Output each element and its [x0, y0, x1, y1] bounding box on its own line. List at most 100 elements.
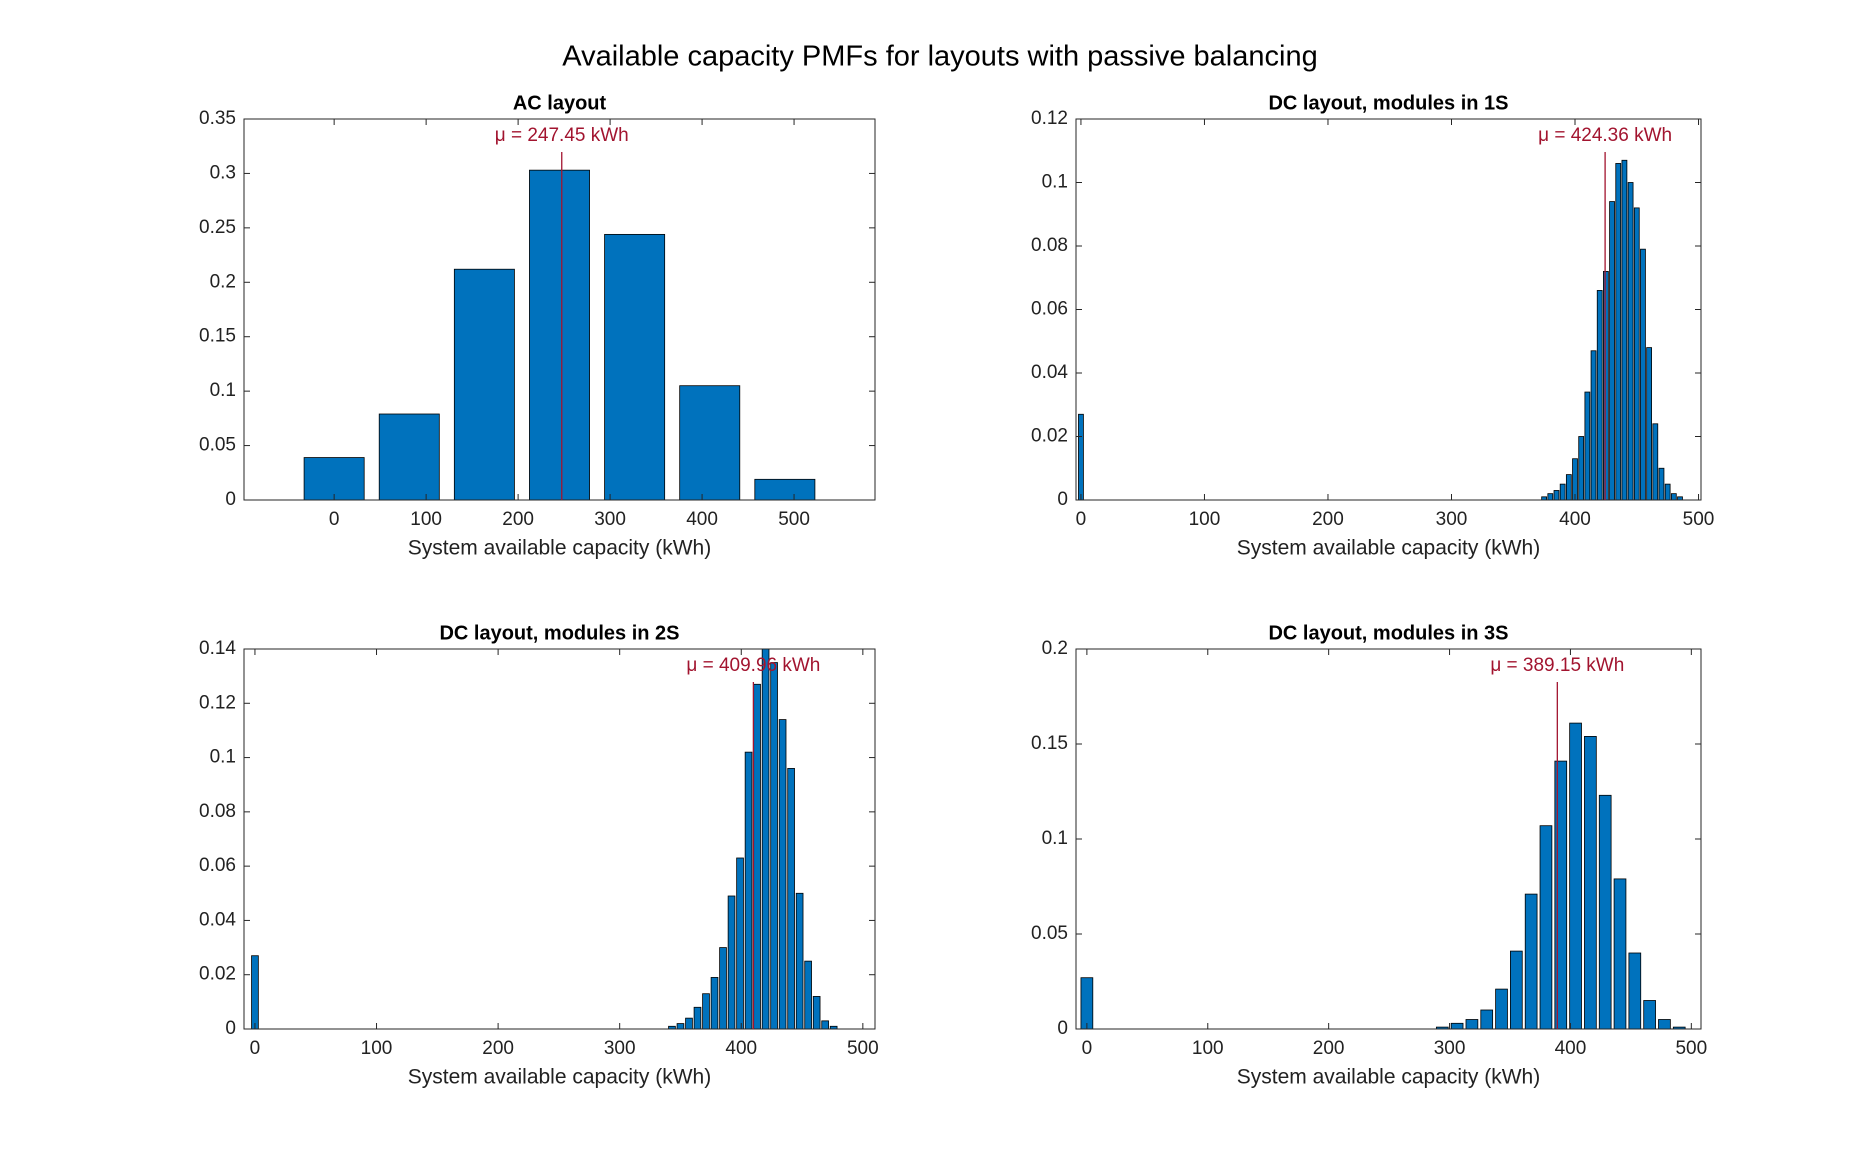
x-tick-label: 100 [361, 1038, 393, 1059]
bar [1633, 207, 1640, 501]
bar [1640, 248, 1646, 501]
x-tick-label: 200 [482, 1038, 514, 1059]
bar [1621, 159, 1628, 501]
bar [1080, 977, 1094, 1030]
bar [1628, 952, 1642, 1030]
y-tick-label: 0.2 [1042, 638, 1068, 659]
x-tick-label: 300 [594, 509, 626, 530]
y-tick-label: 0.15 [1031, 733, 1068, 754]
y-tick-label: 0.06 [199, 855, 236, 876]
axes-box [1075, 118, 1702, 501]
bar [702, 993, 710, 1030]
x-axis-label: System available capacity (kWh) [408, 537, 711, 560]
x-tick-label: 500 [778, 509, 810, 530]
plot-area [1076, 649, 1701, 1029]
bar [1553, 490, 1560, 501]
bar [1554, 760, 1568, 1030]
bar [754, 478, 816, 501]
x-tick-label: 100 [1192, 1038, 1224, 1059]
bar [787, 768, 795, 1030]
y-tick-label: 0.1 [1042, 828, 1068, 849]
bar [1565, 474, 1572, 501]
y-tick-label: 0.3 [210, 162, 236, 183]
bar [1670, 493, 1677, 501]
x-tick-label: 300 [1436, 509, 1468, 530]
bar [1450, 1022, 1464, 1030]
bar [1569, 722, 1582, 1030]
bar [676, 1023, 685, 1030]
axes-box [1075, 648, 1702, 1030]
bar [812, 996, 821, 1030]
bar [795, 892, 804, 1030]
y-tick-label: 0 [1057, 1018, 1068, 1039]
bar [804, 960, 812, 1030]
bar [1658, 467, 1665, 501]
axes-box [243, 118, 876, 501]
x-tick-label: 100 [410, 509, 442, 530]
bar [778, 719, 787, 1030]
bar [1584, 736, 1597, 1030]
x-tick-label: 400 [1559, 509, 1591, 530]
y-tick-label: 0.12 [199, 692, 236, 713]
bar [821, 1020, 829, 1030]
x-tick-label: 200 [1312, 509, 1344, 530]
mean-label: μ = 409.96 kWh [686, 655, 820, 676]
y-tick-label: 0.14 [199, 638, 236, 659]
y-tick-label: 0.08 [199, 801, 236, 822]
y-tick-label: 0.08 [1031, 235, 1068, 256]
y-tick-label: 0.35 [199, 108, 236, 129]
bar [1572, 458, 1578, 501]
bar [1652, 423, 1659, 501]
bar [1613, 878, 1627, 1030]
y-tick-label: 0.25 [199, 217, 236, 238]
y-tick-label: 0.05 [199, 435, 236, 456]
bar [1584, 391, 1591, 501]
bar [1524, 893, 1538, 1030]
y-tick-label: 0.12 [1031, 108, 1068, 129]
x-axis-label: System available capacity (kWh) [1237, 537, 1540, 560]
x-tick-label: 200 [502, 509, 534, 530]
x-tick-label: 500 [1683, 509, 1715, 530]
subplot: 0 0.05 0.1 0.15 0.2 0.25 0.3 0.35 0 100 200 300 400 5… [199, 92, 876, 560]
mean-label: μ = 389.15 kWh [1490, 655, 1624, 676]
bar [719, 947, 727, 1030]
bar [1078, 413, 1084, 501]
bar [1495, 988, 1508, 1030]
bar [1465, 1019, 1479, 1030]
bar [1598, 794, 1612, 1030]
bar [753, 683, 761, 1030]
subplot-title: DC layout, modules in 2S [439, 622, 679, 644]
x-tick-label: 100 [1189, 509, 1221, 530]
y-tick-label: 0 [1057, 489, 1068, 510]
bar [1627, 182, 1634, 501]
y-tick-label: 0 [225, 1018, 236, 1039]
bar [529, 169, 590, 501]
x-tick-label: 400 [1555, 1038, 1587, 1059]
bar [693, 1006, 702, 1030]
bar [710, 977, 719, 1030]
subplot-title: AC layout [513, 92, 607, 114]
bar [1603, 270, 1609, 501]
bar [679, 385, 741, 501]
bar [770, 662, 778, 1030]
bar [1596, 290, 1603, 501]
bar [378, 413, 440, 501]
subplot: 0 0.02 0.04 0.06 0.08 0.1 0.12 0.14 0 100 200 300 40… [199, 622, 879, 1088]
y-tick-label: 0.1 [210, 380, 236, 401]
x-tick-label: 300 [1434, 1038, 1466, 1059]
x-tick-label: 0 [250, 1038, 261, 1059]
x-tick-label: 0 [1076, 509, 1087, 530]
axes-box [243, 648, 876, 1030]
bar [1615, 163, 1622, 501]
bar [1510, 950, 1523, 1030]
y-tick-label: 0.06 [1031, 299, 1068, 320]
y-tick-label: 0.04 [199, 909, 236, 930]
subplot-title: DC layout, modules in 3S [1268, 622, 1508, 644]
y-tick-label: 0.02 [199, 964, 236, 985]
bar [685, 1017, 693, 1030]
bar [251, 955, 259, 1030]
x-axis-label: System available capacity (kWh) [1237, 1066, 1540, 1089]
x-tick-label: 400 [725, 1038, 757, 1059]
bar [736, 857, 744, 1030]
y-tick-label: 0.1 [1042, 172, 1068, 193]
